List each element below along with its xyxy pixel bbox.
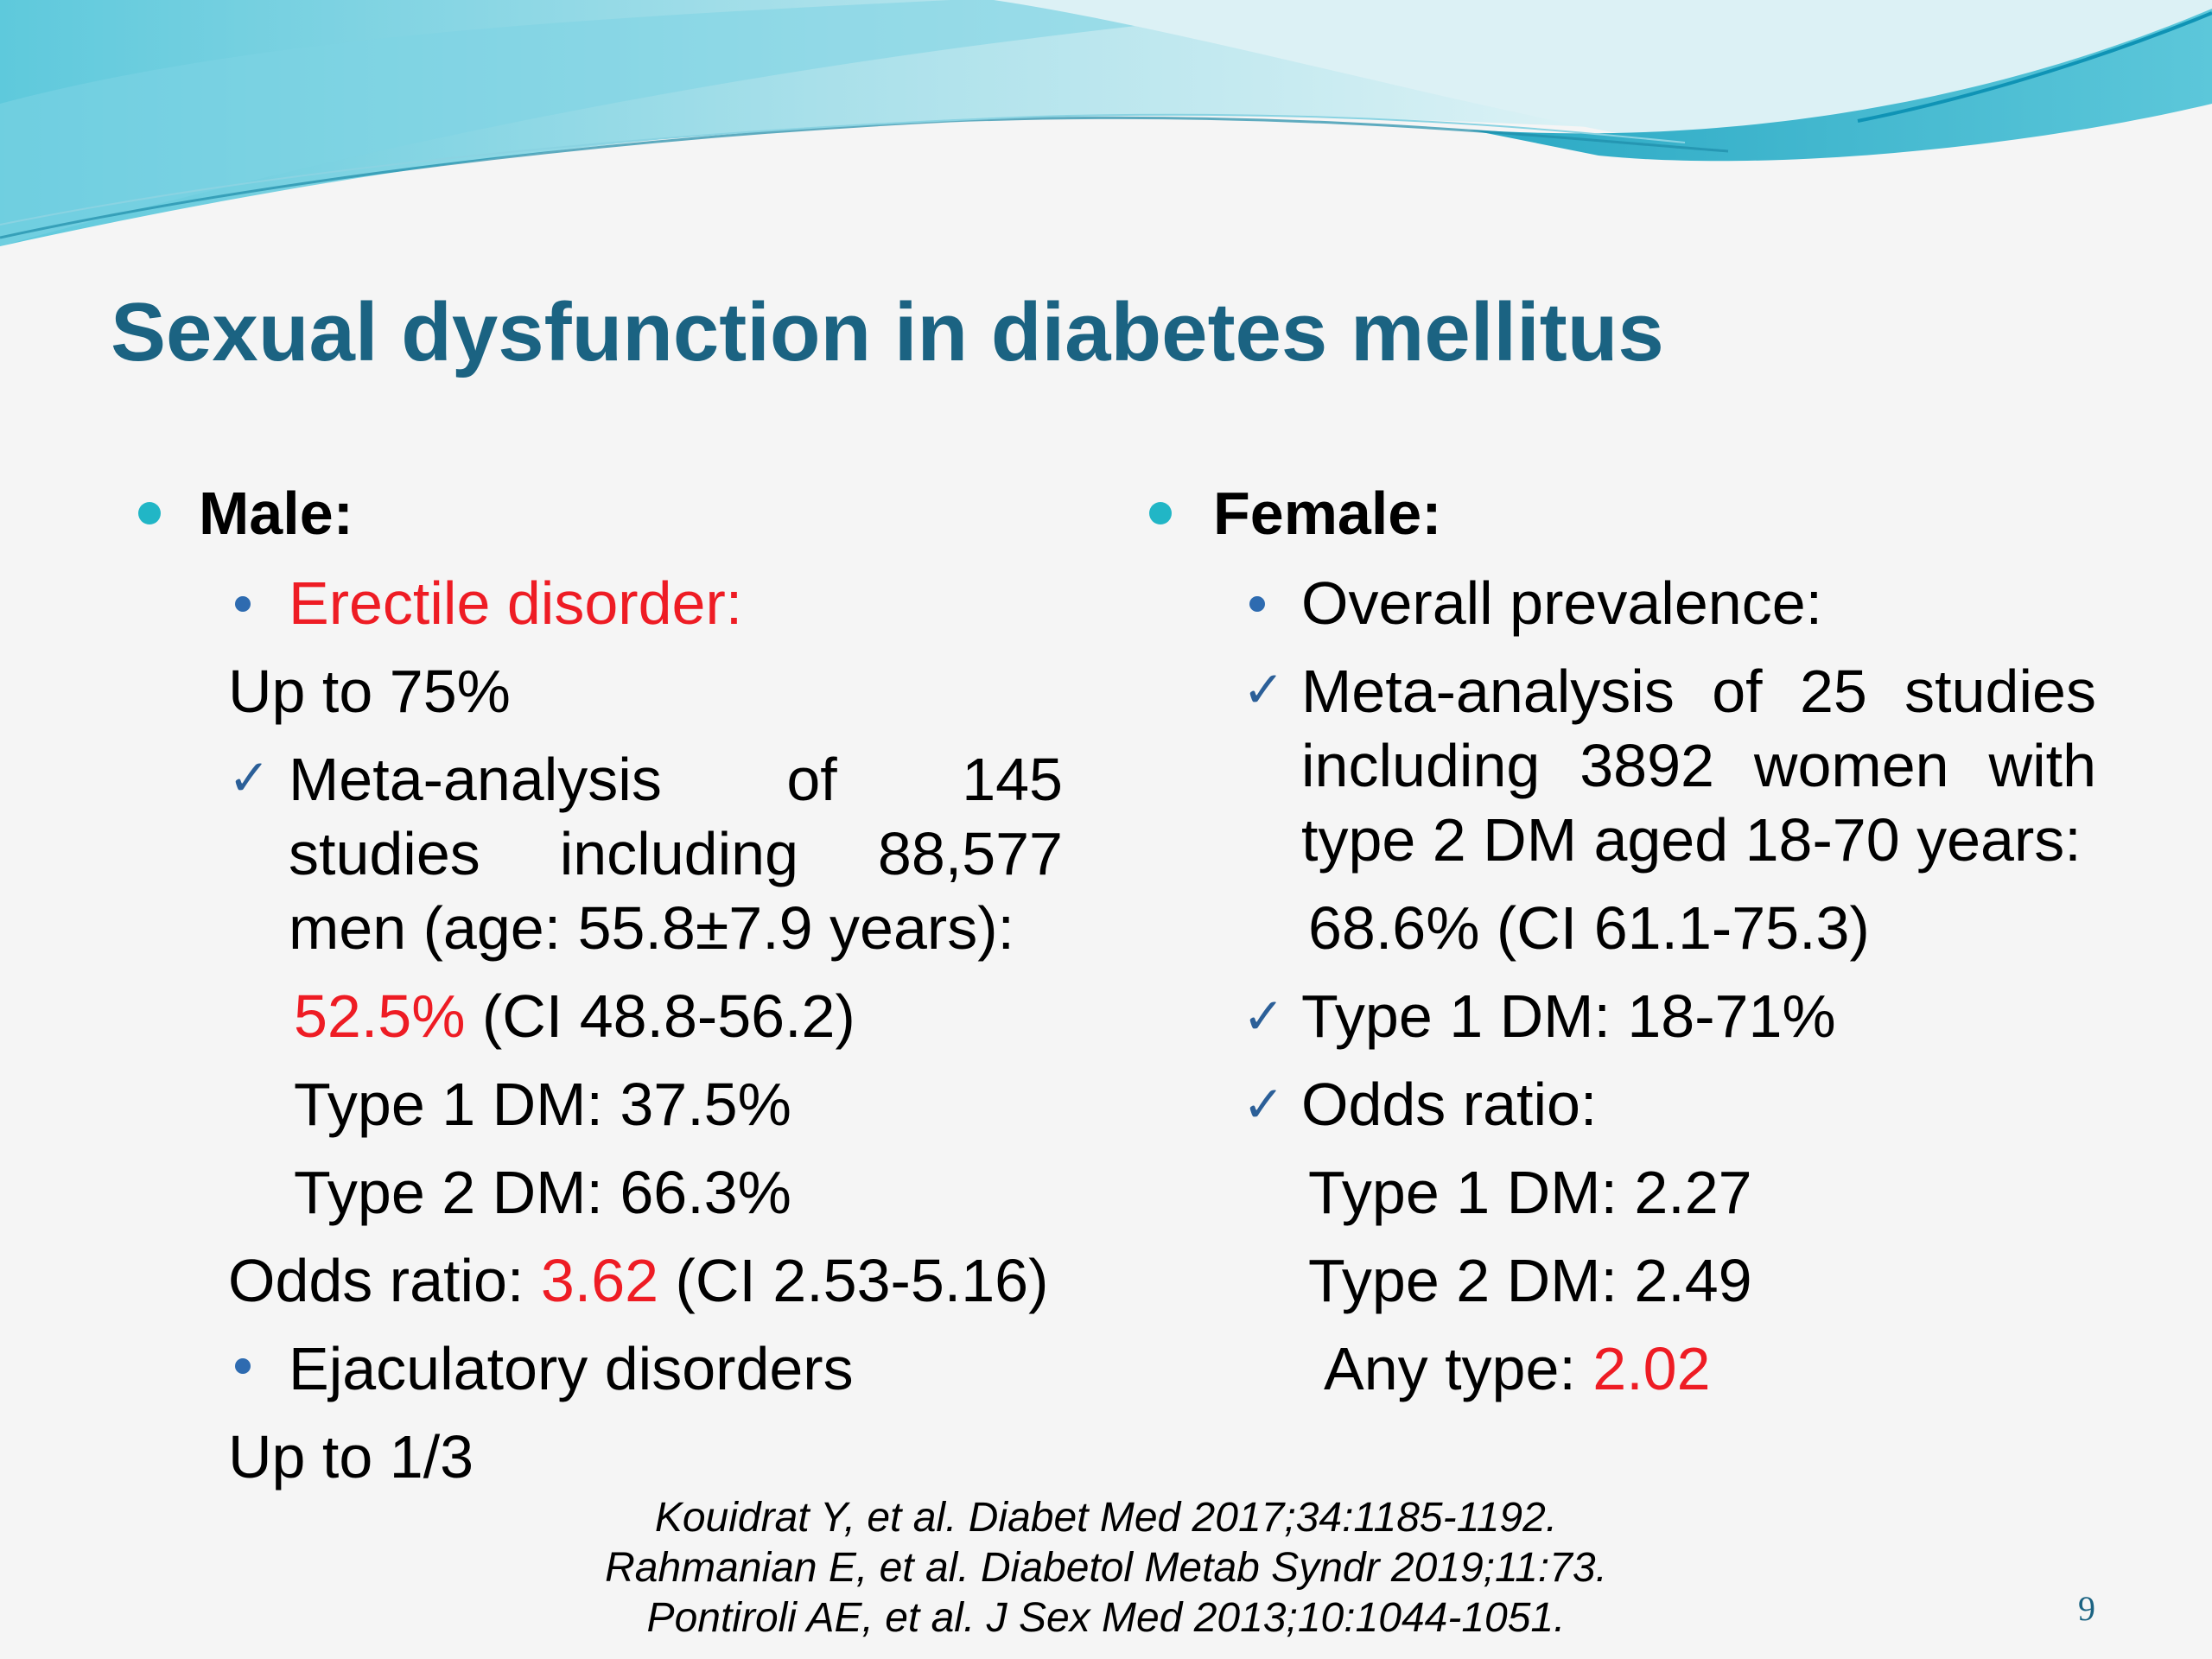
word: of xyxy=(786,746,837,813)
odds-ratio-ci: (CI 2.53-5.16) xyxy=(658,1247,1049,1314)
word: with xyxy=(1988,732,2096,799)
checkmark-icon: ✓ xyxy=(1243,987,1285,1046)
male-prevalence-value: 52.5% xyxy=(294,982,466,1050)
male-meta-analysis-line-2: studies including 88,577 xyxy=(289,817,1063,890)
word: Meta-analysis xyxy=(1301,658,1675,725)
word: studies xyxy=(1904,658,2096,725)
female-odds-type2: Type 2 DM: 2.49 xyxy=(1308,1247,1752,1314)
male-prevalence-result: 52.5% (CI 48.8-56.2) xyxy=(294,980,855,1052)
checkmark-icon: ✓ xyxy=(1243,660,1285,719)
male-meta-analysis-line-3: men (age: 55.8±7.9 years): xyxy=(289,894,1014,962)
word: 145 xyxy=(962,746,1063,813)
any-type-label: Any type: xyxy=(1324,1335,1593,1402)
word: 88,577 xyxy=(877,820,1063,887)
page-number: 9 xyxy=(2078,1589,2095,1628)
word: including xyxy=(559,820,798,887)
reference-3: Pontiroli AE, et al. J Sex Med 2013;10:1… xyxy=(646,1595,1566,1641)
reference-1: Kouidrat Y, et al. Diabet Med 2017;34:11… xyxy=(654,1495,1558,1541)
female-odds-type1: Type 1 DM: 2.27 xyxy=(1308,1159,1752,1226)
female-type1-range: Type 1 DM: 18-71% xyxy=(1301,982,1836,1050)
ejaculatory-prevalence: Up to 1/3 xyxy=(228,1423,474,1491)
female-prevalence-result: 68.6% (CI 61.1-75.3) xyxy=(1308,894,1870,962)
female-odds-any-type: Any type: 2.02 xyxy=(1324,1332,1711,1405)
male-heading: Male: xyxy=(199,480,353,547)
word: studies xyxy=(289,820,480,887)
checkmark-icon: ✓ xyxy=(228,748,270,807)
odds-ratio-label: Odds ratio: xyxy=(228,1247,541,1314)
word: including xyxy=(1301,732,1541,799)
checkmark-icon: ✓ xyxy=(1243,1075,1285,1134)
female-odds-ratio-label: Odds ratio: xyxy=(1301,1071,1598,1138)
male-prevalence-ci: (CI 48.8-56.2) xyxy=(465,982,855,1050)
word: 25 xyxy=(1799,658,1867,725)
word: Meta-analysis xyxy=(289,746,662,813)
bullet-dot-icon xyxy=(235,1358,251,1374)
male-odds-ratio: Odds ratio: 3.62 (CI 2.53-5.16) xyxy=(228,1244,1048,1317)
female-heading: Female: xyxy=(1213,480,1442,547)
reference-2: Rahmanian E, et al. Diabetol Metab Syndr… xyxy=(605,1545,1607,1591)
male-type1-prevalence: Type 1 DM: 37.5% xyxy=(294,1071,791,1138)
any-type-value: 2.02 xyxy=(1592,1335,1711,1402)
odds-ratio-value: 3.62 xyxy=(540,1247,659,1314)
overall-prevalence-label: Overall prevalence: xyxy=(1301,569,1823,637)
word: of xyxy=(1712,658,1763,725)
header-wave-decoration xyxy=(0,0,2212,246)
female-meta-analysis-line-1: Meta-analysis of 25 studies xyxy=(1301,655,2096,728)
female-meta-analysis-line-2: including 3892 women with xyxy=(1301,729,2096,802)
male-meta-analysis-line-1: Meta-analysis of 145 xyxy=(289,743,1063,816)
erectile-disorder-label: Erectile disorder: xyxy=(289,569,743,637)
female-meta-analysis-line-3: type 2 DM aged 18-70 years: xyxy=(1301,806,2082,874)
slide-title: Sexual dysfunction in diabetes mellitus xyxy=(111,286,1664,378)
word: 3892 xyxy=(1580,732,1714,799)
bullet-dot-icon xyxy=(138,502,161,524)
bullet-dot-icon xyxy=(1249,596,1265,612)
erectile-prevalence: Up to 75% xyxy=(228,658,511,725)
ejaculatory-disorders-label: Ejaculatory disorders xyxy=(289,1335,854,1402)
bullet-dot-icon xyxy=(1149,502,1172,524)
word: women xyxy=(1753,732,1949,799)
bullet-dot-icon xyxy=(235,596,251,612)
male-type2-prevalence: Type 2 DM: 66.3% xyxy=(294,1159,791,1226)
